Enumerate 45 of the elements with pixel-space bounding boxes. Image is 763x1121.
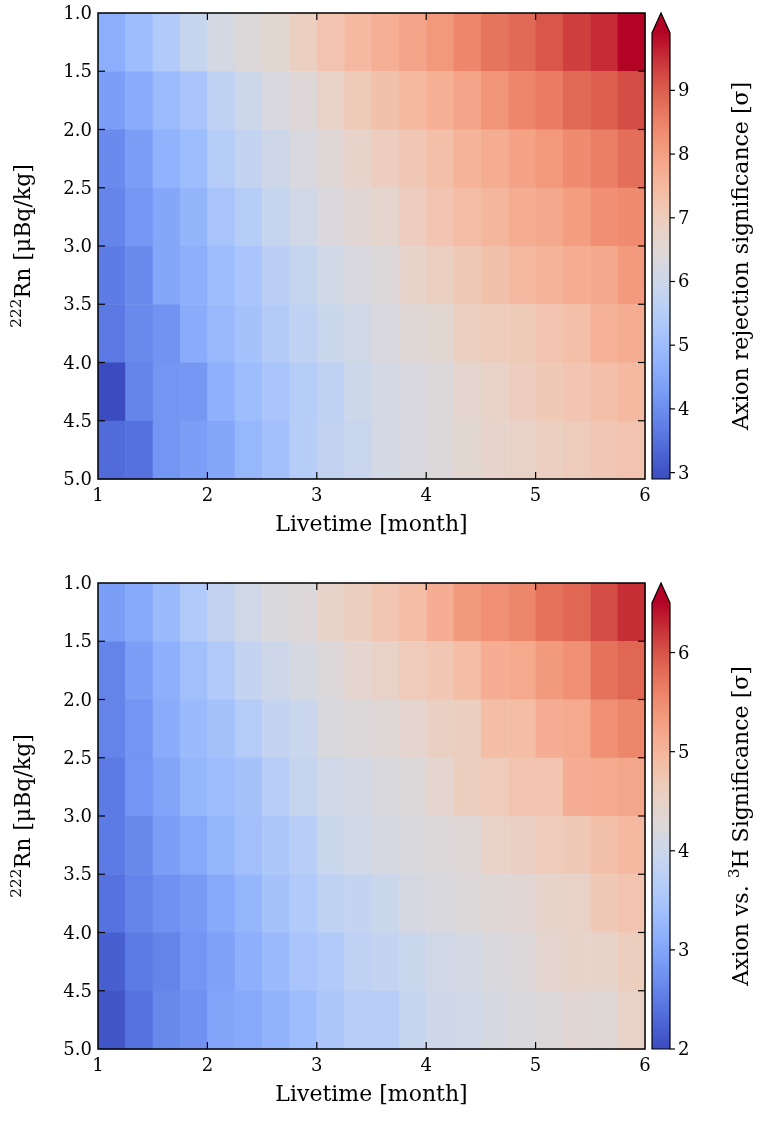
y-tick-label: 2.5 <box>63 176 92 198</box>
color-bar-label: 5 <box>678 334 690 356</box>
color-bar-label: 8 <box>678 143 690 165</box>
y-tick-label: 5.0 <box>63 468 92 489</box>
y-tick-label: 1.0 <box>63 2 92 23</box>
x-tick-label: 6 <box>639 484 651 505</box>
color-bar-label: 7 <box>678 206 690 228</box>
y-tick-label: 4.5 <box>63 979 92 1001</box>
y-tick-label: 1.5 <box>63 60 92 82</box>
x-tick-label: 3 <box>311 1054 323 1075</box>
x-tick-label: 4 <box>420 484 432 505</box>
x-tick-label: 5 <box>529 1054 542 1075</box>
y-tick-label: 4.0 <box>63 351 92 373</box>
y-tick-label: 4.5 <box>63 409 92 431</box>
x-tick-label: 2 <box>201 1054 214 1075</box>
y-tick-label: 3.0 <box>63 805 92 826</box>
y-tick-label: 3.5 <box>63 863 92 885</box>
color-bar-title: Axion rejection significance [σ] <box>728 81 753 432</box>
x-axis-title: Livetime [month] <box>275 1081 468 1106</box>
color-bar-label: 4 <box>678 397 690 419</box>
color-bar-label: 5 <box>678 740 690 762</box>
x-tick-label: 1 <box>92 484 104 505</box>
x-tick-label: 2 <box>201 484 214 505</box>
y-tick-label: 3.0 <box>63 235 92 256</box>
color-bar-label: 3 <box>678 461 690 483</box>
color-bar-label: 9 <box>678 79 690 101</box>
y-tick-label: 5.0 <box>63 1038 92 1059</box>
x-tick-label: 5 <box>529 484 542 505</box>
color-bar-label: 6 <box>678 641 690 663</box>
x-tick-label: 6 <box>639 1054 651 1075</box>
x-axis-title: Livetime [month] <box>275 511 468 536</box>
y-tick-label: 2.0 <box>63 688 92 710</box>
x-tick-label: 4 <box>420 1054 432 1075</box>
y-tick-label: 2.0 <box>63 118 92 140</box>
y-tick-label: 4.0 <box>63 921 92 943</box>
y-tick-label: 1.0 <box>63 572 92 593</box>
color-bar-label: 3 <box>678 938 690 960</box>
y-tick-label: 3.5 <box>63 293 92 315</box>
color-bar-label: 6 <box>678 270 690 292</box>
color-bar-label: 4 <box>678 839 690 861</box>
x-tick-label: 3 <box>311 484 323 505</box>
y-tick-label: 2.5 <box>63 746 92 768</box>
y-tick-label: 1.5 <box>63 630 92 652</box>
color-bar-label: 2 <box>678 1038 690 1059</box>
x-tick-label: 1 <box>92 1054 104 1075</box>
